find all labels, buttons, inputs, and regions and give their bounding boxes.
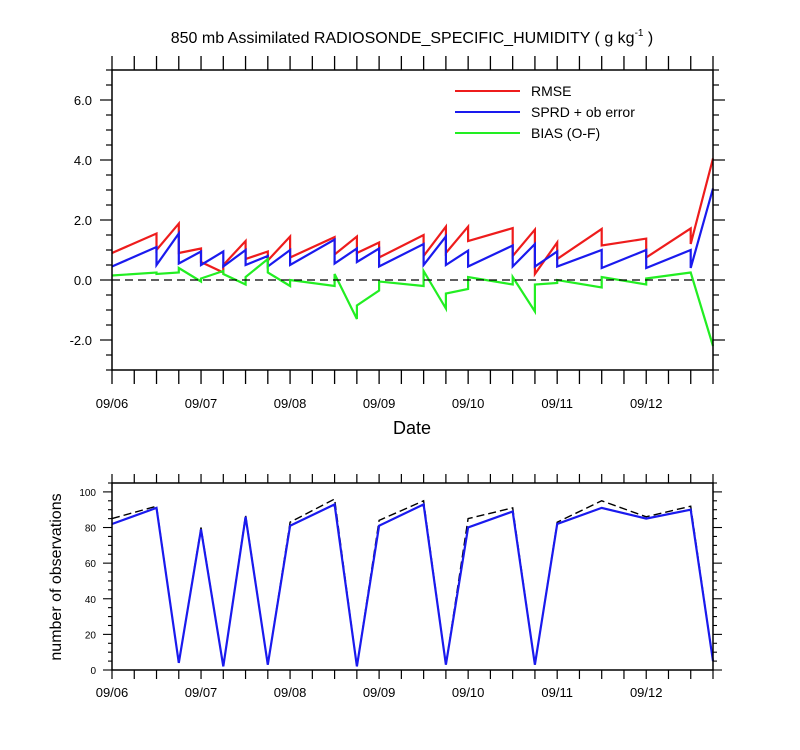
bottom-x-tick-label: 09/06 [96, 685, 129, 700]
top-x-tick-label: 09/08 [274, 396, 307, 411]
top-x-tick-label: 09/12 [630, 396, 663, 411]
series-line-rmse [111, 158, 715, 278]
bottom-x-tick-label: 09/12 [630, 685, 663, 700]
bottom-y-tick-label: 80 [85, 524, 97, 535]
top-axis-ticks [100, 56, 725, 384]
series-line-possible [111, 497, 714, 667]
bottom-y-axis-label: number of observations [48, 493, 65, 660]
top-x-tick-label: 09/09 [363, 396, 396, 411]
bottom-y-tick-label: 60 [85, 559, 97, 570]
legend: RMSE SPRD + ob error BIAS (O-F) [455, 83, 635, 141]
bottom-x-tick-label: 09/10 [452, 685, 485, 700]
bottom-y-tick-label: 100 [79, 488, 96, 499]
bottom-y-tick-labels: 0 20 40 60 80 100 [79, 488, 96, 677]
bottom-x-tick-labels: 09/06 09/07 09/08 09/09 09/10 09/11 09/12 [96, 685, 663, 700]
chart-title-superscript: -1 [635, 28, 644, 39]
legend-label-sprd: SPRD + ob error [531, 104, 635, 120]
legend-label-bias: BIAS (O-F) [531, 125, 600, 141]
chart-title: 850 mb Assimilated RADIOSONDE_SPECIFIC_H… [171, 28, 654, 47]
series-line-sprd-ob-error [111, 188, 715, 270]
top-x-tick-label: 09/11 [541, 396, 573, 411]
top-x-tick-label: 09/07 [185, 396, 218, 411]
bottom-y-tick-label: 40 [85, 595, 97, 606]
top-x-tick-labels: 09/06 09/07 09/08 09/09 09/10 09/11 09/12 [96, 396, 663, 411]
bottom-x-tick-label: 09/09 [363, 685, 396, 700]
bottom-x-tick-label: 09/07 [185, 685, 218, 700]
bottom-series-group [111, 497, 715, 667]
chart-title-suffix: ) [643, 30, 653, 47]
series-line-bias-o-f [111, 256, 715, 347]
top-y-tick-label: -2.0 [70, 333, 92, 348]
top-x-tick-label: 09/10 [452, 396, 485, 411]
top-x-axis-label: Date [393, 418, 431, 438]
series-line-assimilated [111, 502, 715, 667]
top-y-tick-label: 0.0 [74, 273, 92, 288]
top-y-tick-label: 4.0 [74, 153, 92, 168]
bottom-axis-ticks [103, 474, 722, 679]
top-x-tick-label: 09/06 [96, 396, 129, 411]
bottom-x-tick-label: 09/08 [274, 685, 307, 700]
top-y-tick-label: 6.0 [74, 93, 92, 108]
bottom-plot-frame [111, 482, 714, 671]
legend-label-rmse: RMSE [531, 83, 571, 99]
top-series-group [111, 158, 715, 347]
bottom-y-tick-label: 0 [90, 666, 96, 677]
top-y-tick-labels: -2.0 0.0 2.0 4.0 6.0 [70, 93, 92, 348]
chart-title-main: 850 mb Assimilated RADIOSONDE_SPECIFIC_H… [171, 30, 635, 47]
top-y-tick-label: 2.0 [74, 213, 92, 228]
bottom-y-tick-label: 20 [85, 630, 97, 641]
bottom-x-tick-label: 09/11 [541, 685, 573, 700]
